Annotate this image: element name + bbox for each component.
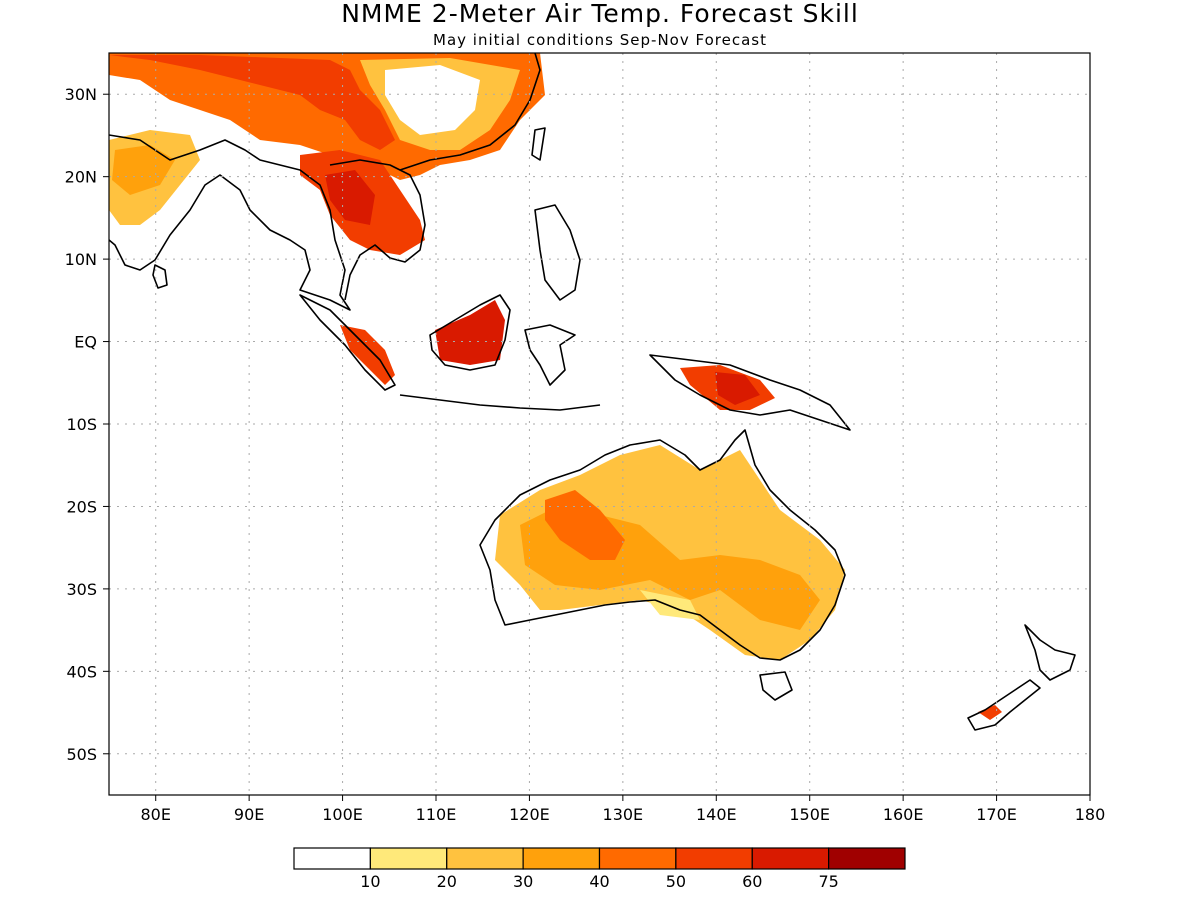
coast-newguinea xyxy=(649,354,851,431)
coast-sri-lanka xyxy=(152,264,168,289)
skill-region-australia-light xyxy=(640,590,700,620)
colorbar-label: 40 xyxy=(589,872,609,891)
lon-tick-label: 160E xyxy=(883,805,924,824)
lon-tick-label: 100E xyxy=(322,805,363,824)
coast-java xyxy=(399,394,601,411)
colorbar-label: 20 xyxy=(437,872,457,891)
lat-tick-label: 50S xyxy=(66,745,97,764)
colorbar-label: 10 xyxy=(360,872,380,891)
coast-sulawesi xyxy=(524,324,576,386)
colorbar-swatch xyxy=(446,847,524,870)
lon-tick-label: 150E xyxy=(789,805,830,824)
colorbar-swatch xyxy=(751,847,830,870)
lon-tick-label: 80E xyxy=(140,805,170,824)
skill-region-newguinea-core xyxy=(715,372,760,405)
colorbar-swatch xyxy=(828,847,906,870)
map-title: NMME 2-Meter Air Temp. Forecast Skill xyxy=(341,0,859,28)
coast-australia xyxy=(479,429,846,661)
lon-tick-label: 90E xyxy=(234,805,264,824)
colorbar-label: 75 xyxy=(818,872,838,891)
coastlines xyxy=(109,53,1076,731)
colorbar-label: 30 xyxy=(513,872,533,891)
lon-tick-label: 180 xyxy=(1075,805,1106,824)
colorbar-swatch xyxy=(369,847,448,870)
lat-tick-label: 20S xyxy=(66,497,97,516)
lat-tick-label: 20N xyxy=(65,168,97,187)
colorbar: 10 20 30 40 50 60 75 xyxy=(293,847,906,891)
skill-region-australia-white xyxy=(495,560,540,620)
colorbar-swatch xyxy=(675,847,753,870)
latitude-axis: 30N 20N 10N EQ 10S 20S 30S 40S 50S xyxy=(65,85,109,764)
lon-tick-label: 110E xyxy=(416,805,457,824)
skill-region-indochina-core xyxy=(325,170,375,225)
lon-tick-label: 140E xyxy=(696,805,737,824)
coast-indochina xyxy=(329,159,426,301)
coast-newzealand-north xyxy=(1024,624,1076,681)
coast-china xyxy=(399,53,541,171)
skill-region-himalaya-core xyxy=(109,55,395,150)
coast-borneo xyxy=(429,294,511,371)
colorbar-swatch xyxy=(522,847,601,870)
coast-sumatra xyxy=(299,294,396,391)
lon-tick-label: 130E xyxy=(603,805,644,824)
coast-tasmania xyxy=(759,671,793,701)
longitude-axis: 80E 90E 100E 110E 120E 130E 140E 150E 160E 170E 18… xyxy=(140,795,1105,824)
colorbar-swatch xyxy=(293,847,371,870)
coast-taiwan xyxy=(531,127,546,161)
colorbar-swatch xyxy=(598,847,677,870)
map-grid xyxy=(109,53,1090,795)
lat-tick-label: 40S xyxy=(66,662,97,681)
skill-region-newzealand xyxy=(978,705,1002,720)
lat-tick-label: 30N xyxy=(65,85,97,104)
colorbar-label: 50 xyxy=(666,872,686,891)
skill-region-india-orange xyxy=(112,145,175,195)
colorbar-label: 60 xyxy=(742,872,762,891)
lat-tick-label: 10N xyxy=(65,250,97,269)
lat-tick-label: 10S xyxy=(66,415,97,434)
coast-newzealand-south xyxy=(967,679,1041,731)
lon-tick-label: 170E xyxy=(976,805,1017,824)
coast-asia xyxy=(109,134,351,311)
map-subtitle: May initial conditions Sep-Nov Forecast xyxy=(433,31,767,49)
coast-philippines xyxy=(534,204,581,301)
skill-region-sumatra xyxy=(340,325,395,385)
lon-tick-label: 120E xyxy=(509,805,550,824)
skill-region-china-white xyxy=(385,65,480,135)
lat-tick-label: 30S xyxy=(66,580,97,599)
skill-region-borneo xyxy=(435,300,505,365)
skill-shading xyxy=(109,53,1002,720)
lat-tick-label: EQ xyxy=(74,333,97,352)
skill-region-australia-west xyxy=(545,490,625,560)
